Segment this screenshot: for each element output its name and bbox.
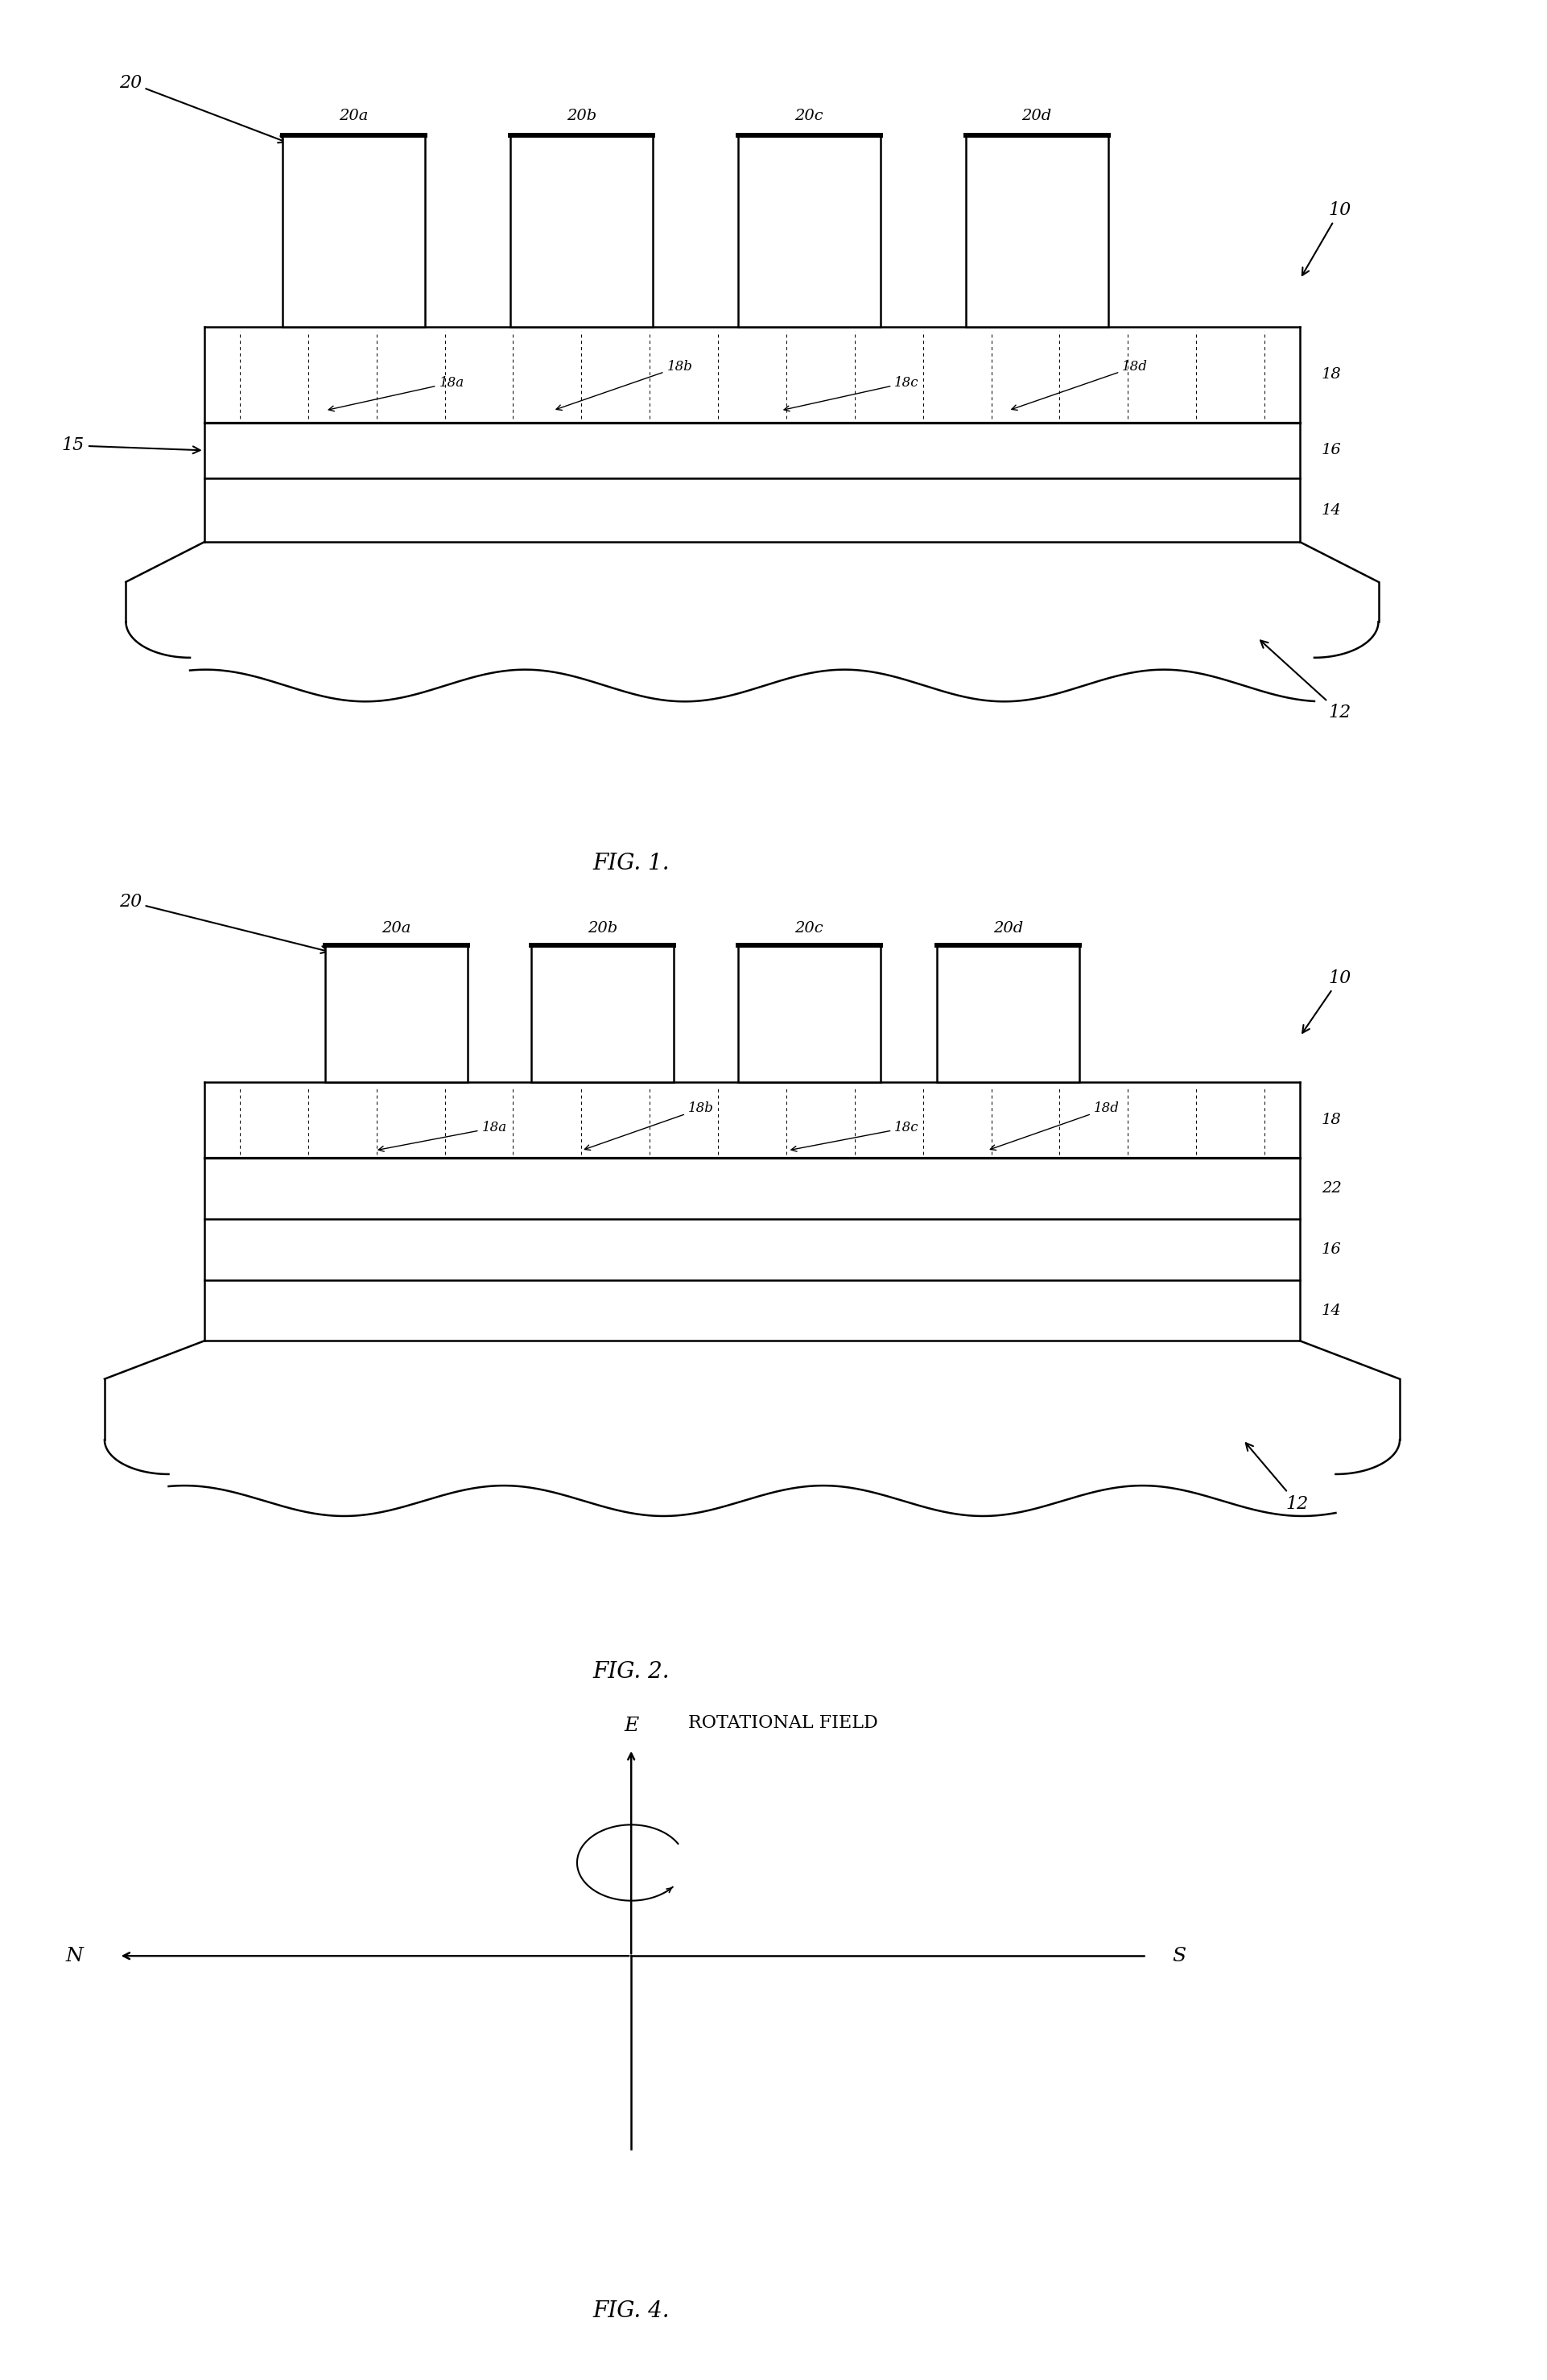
Text: 20b: 20b (566, 109, 596, 124)
Text: 20: 20 (119, 74, 286, 143)
Text: 12: 12 (1261, 640, 1351, 721)
Text: 18b: 18b (585, 1102, 713, 1150)
Text: 18b: 18b (557, 359, 693, 409)
Text: 18: 18 (1321, 1114, 1341, 1128)
Text: 16: 16 (1321, 1242, 1341, 1257)
Text: 18d: 18d (990, 1102, 1120, 1150)
Text: 12: 12 (1245, 1442, 1309, 1511)
Text: 10: 10 (1303, 969, 1351, 1033)
Text: 18c: 18c (791, 1121, 919, 1152)
Text: 20c: 20c (795, 109, 823, 124)
Bar (937, 945, 1080, 1083)
Bar (532, 945, 674, 1083)
Text: 14: 14 (1321, 1304, 1341, 1319)
Text: 20b: 20b (588, 921, 617, 935)
Text: ROTATIONAL FIELD: ROTATIONAL FIELD (688, 1714, 877, 1733)
Bar (511, 136, 653, 326)
Text: 20d: 20d (1023, 109, 1052, 124)
Text: S: S (1173, 1947, 1187, 1966)
Text: 18a: 18a (328, 376, 464, 412)
Text: 14: 14 (1321, 502, 1341, 516)
Text: FIG. 4.: FIG. 4. (593, 2299, 670, 2323)
Text: 18a: 18a (379, 1121, 507, 1152)
Text: N: N (65, 1947, 84, 1966)
Bar (738, 136, 880, 326)
Bar (325, 945, 467, 1083)
Text: 18: 18 (1321, 367, 1341, 381)
Text: FIG. 2.: FIG. 2. (593, 1661, 670, 1683)
Text: 10: 10 (1303, 202, 1351, 276)
Text: 20d: 20d (993, 921, 1023, 935)
Bar (283, 136, 425, 326)
Text: 16: 16 (1321, 443, 1341, 457)
Text: 15: 15 (62, 436, 200, 455)
Text: FIG. 1.: FIG. 1. (593, 852, 670, 876)
Text: 20a: 20a (339, 109, 368, 124)
Text: 22: 22 (1321, 1180, 1341, 1195)
Text: 18d: 18d (1012, 359, 1148, 409)
Text: 18c: 18c (784, 376, 919, 412)
Text: 20a: 20a (382, 921, 412, 935)
Text: 20c: 20c (795, 921, 823, 935)
Bar (738, 945, 880, 1083)
Text: E: E (623, 1716, 639, 1735)
Text: 20: 20 (119, 892, 328, 954)
Bar (965, 136, 1108, 326)
